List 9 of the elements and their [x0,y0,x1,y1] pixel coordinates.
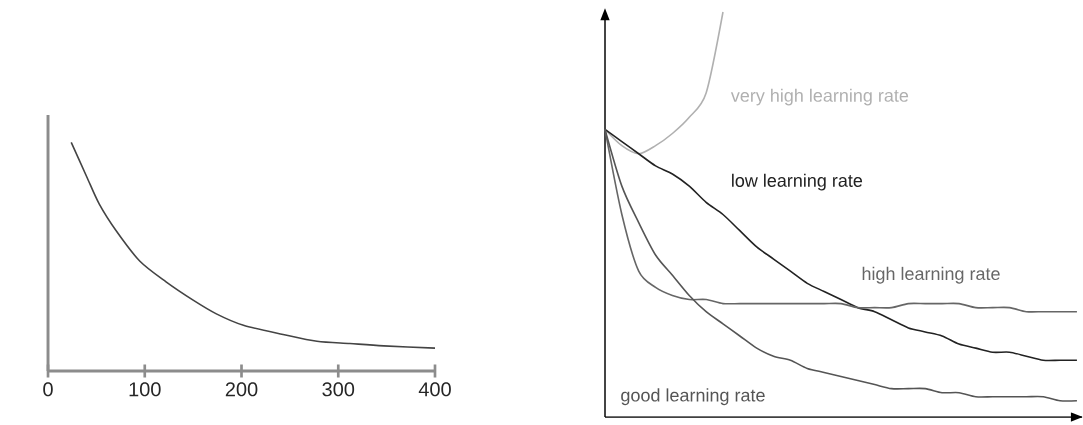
series-label: high learning rate [862,266,1000,284]
x-tick-label: 200 [225,382,258,397]
x-tick-label: 400 [418,382,451,397]
series-label: good learning rate [621,388,765,406]
x-tick-label: 100 [129,382,161,397]
series-label: low learning rate [732,173,863,191]
x-tick-label: 0 [43,382,53,397]
x-tick-label: 300 [322,382,355,397]
series-label: very high learning rate [730,88,909,106]
